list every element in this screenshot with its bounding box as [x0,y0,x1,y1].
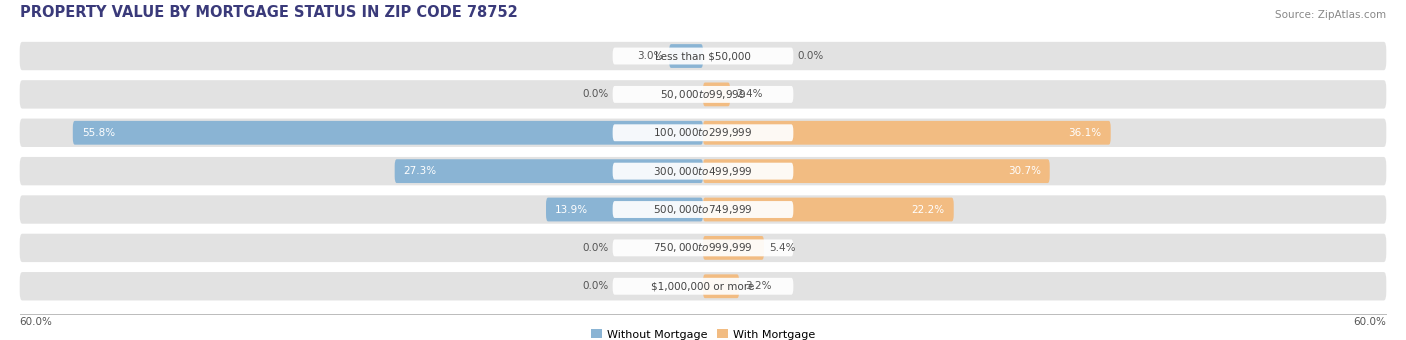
FancyBboxPatch shape [703,274,740,298]
Text: 30.7%: 30.7% [1008,166,1040,176]
FancyBboxPatch shape [703,83,730,106]
Text: 36.1%: 36.1% [1069,128,1102,138]
FancyBboxPatch shape [613,124,793,141]
Text: 0.0%: 0.0% [582,281,609,291]
Text: 5.4%: 5.4% [769,243,796,253]
Text: 27.3%: 27.3% [404,166,437,176]
FancyBboxPatch shape [395,159,703,183]
FancyBboxPatch shape [20,272,1386,301]
Text: $500,000 to $749,999: $500,000 to $749,999 [654,203,752,216]
Text: $300,000 to $499,999: $300,000 to $499,999 [654,165,752,177]
Text: PROPERTY VALUE BY MORTGAGE STATUS IN ZIP CODE 78752: PROPERTY VALUE BY MORTGAGE STATUS IN ZIP… [20,4,517,20]
FancyBboxPatch shape [669,44,703,68]
Text: $50,000 to $99,999: $50,000 to $99,999 [659,88,747,101]
Text: 0.0%: 0.0% [582,243,609,253]
Text: 22.2%: 22.2% [911,205,945,215]
Text: $100,000 to $299,999: $100,000 to $299,999 [654,126,752,139]
Text: 60.0%: 60.0% [1354,317,1386,327]
FancyBboxPatch shape [73,121,703,144]
FancyBboxPatch shape [613,86,793,103]
FancyBboxPatch shape [20,157,1386,185]
Text: 2.4%: 2.4% [735,89,762,99]
FancyBboxPatch shape [20,80,1386,108]
Text: 13.9%: 13.9% [555,205,588,215]
FancyBboxPatch shape [703,121,1111,144]
Text: 55.8%: 55.8% [82,128,115,138]
Text: 3.0%: 3.0% [637,51,664,61]
FancyBboxPatch shape [613,163,793,180]
FancyBboxPatch shape [703,236,763,260]
Text: 3.2%: 3.2% [745,281,772,291]
FancyBboxPatch shape [546,198,703,221]
FancyBboxPatch shape [20,195,1386,224]
FancyBboxPatch shape [703,198,953,221]
FancyBboxPatch shape [20,119,1386,147]
Text: $750,000 to $999,999: $750,000 to $999,999 [654,241,752,254]
Text: Less than $50,000: Less than $50,000 [655,51,751,61]
FancyBboxPatch shape [613,48,793,65]
FancyBboxPatch shape [20,42,1386,70]
Text: $1,000,000 or more: $1,000,000 or more [651,281,755,291]
Text: 60.0%: 60.0% [20,317,52,327]
FancyBboxPatch shape [703,159,1050,183]
Text: 0.0%: 0.0% [797,51,824,61]
FancyBboxPatch shape [613,239,793,256]
Text: Source: ZipAtlas.com: Source: ZipAtlas.com [1275,10,1386,20]
FancyBboxPatch shape [20,234,1386,262]
FancyBboxPatch shape [613,278,793,295]
Legend: Without Mortgage, With Mortgage: Without Mortgage, With Mortgage [591,329,815,340]
FancyBboxPatch shape [613,201,793,218]
Text: 0.0%: 0.0% [582,89,609,99]
